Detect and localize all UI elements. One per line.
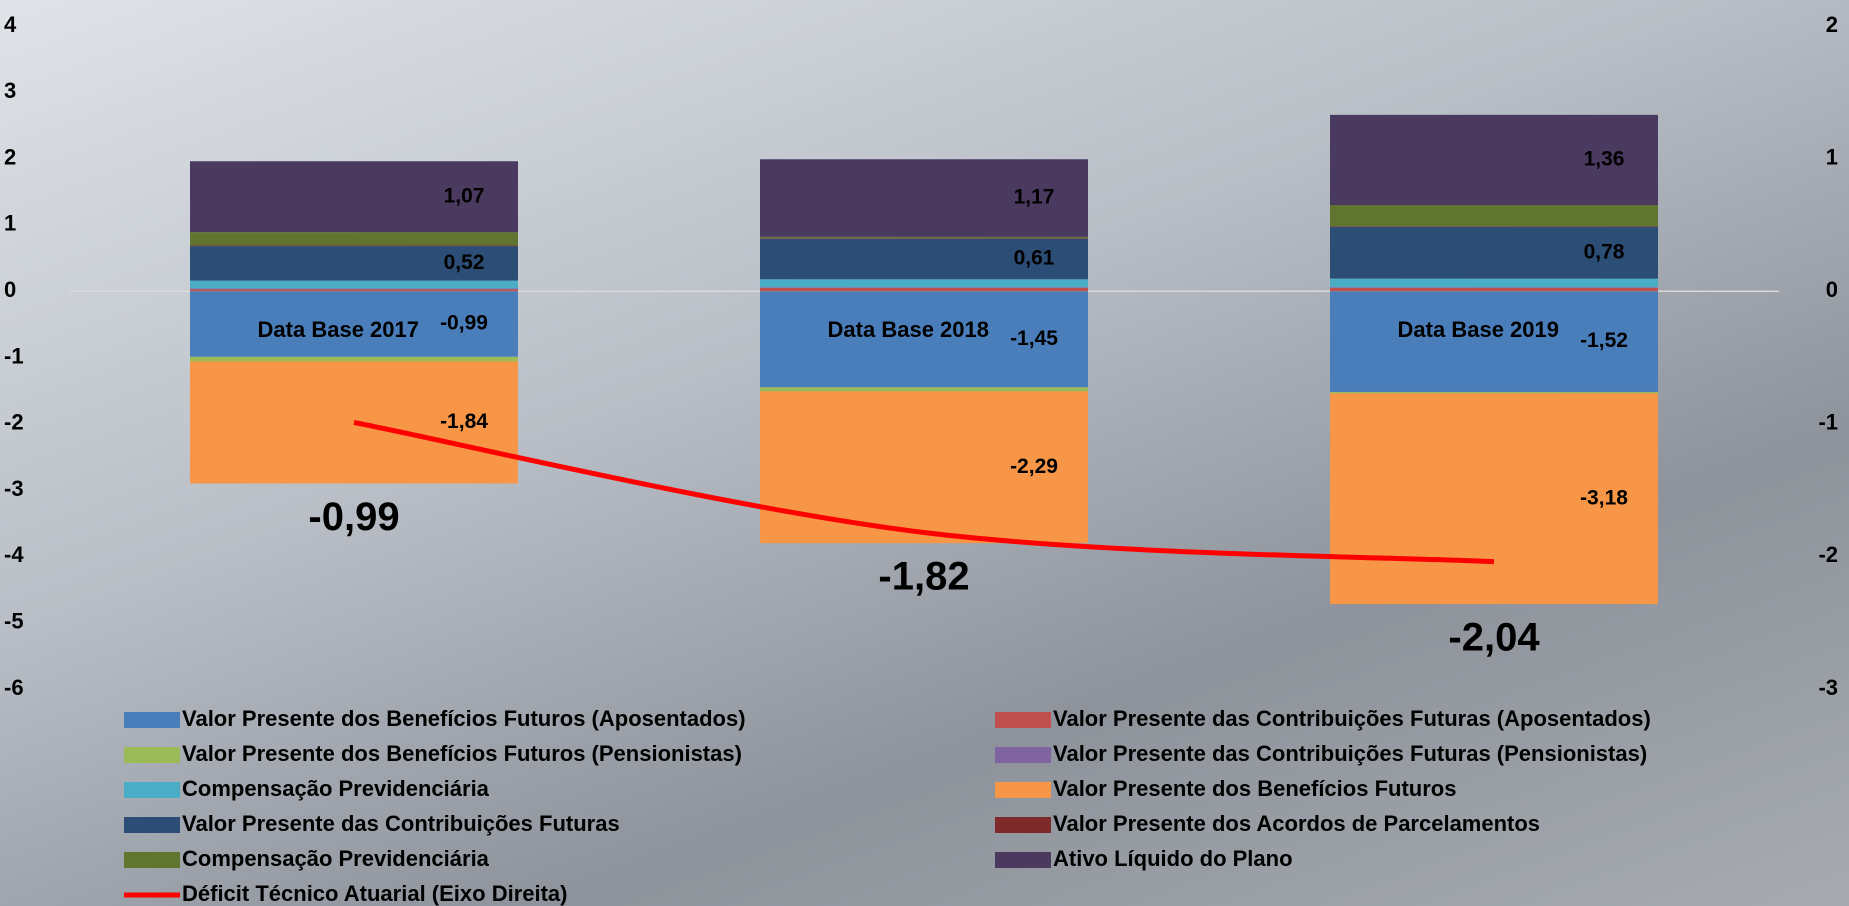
legend-label: Valor Presente das Contribuições Futuras… xyxy=(1053,706,1651,731)
legend-label: Valor Presente dos Acordos de Parcelamen… xyxy=(1053,811,1540,836)
legend-label: Déficit Técnico Atuarial (Eixo Direita) xyxy=(182,881,568,906)
y2-tick-label: -2 xyxy=(1818,542,1838,567)
bar-segment xyxy=(1330,205,1658,226)
y2-tick-label: 0 xyxy=(1826,277,1838,302)
bar-segment xyxy=(190,289,518,291)
bar-segment xyxy=(760,287,1088,288)
legend-swatch xyxy=(995,712,1051,728)
bar-segment xyxy=(190,245,518,246)
y-tick-label: -2 xyxy=(4,410,24,435)
bar-segment xyxy=(760,387,1088,391)
legend-label: Compensação Previdenciária xyxy=(182,776,490,801)
bar-segment xyxy=(760,279,1088,287)
y-tick-label: -4 xyxy=(4,542,24,567)
data-label: -1,84 xyxy=(440,410,488,433)
bar-segment xyxy=(760,288,1088,291)
y-tick-label: -3 xyxy=(4,476,24,501)
legend-label: Valor Presente dos Benefícios Futuros (P… xyxy=(182,741,742,766)
bar-segment xyxy=(1330,279,1658,288)
legend-swatch xyxy=(995,852,1051,868)
bar-segment xyxy=(1330,226,1658,227)
data-label: 0,61 xyxy=(1014,247,1055,270)
y-tick-label: 1 xyxy=(4,211,16,236)
legend-swatch xyxy=(124,852,180,868)
bar-segment xyxy=(190,232,518,245)
legend-swatch xyxy=(995,782,1051,798)
y-tick-label: 4 xyxy=(4,12,17,37)
bar-segment xyxy=(1330,287,1658,288)
data-label: -3,18 xyxy=(1580,486,1628,509)
bar-segment xyxy=(190,289,518,290)
y-tick-label: 0 xyxy=(4,277,16,302)
y-tick-label: 3 xyxy=(4,78,16,103)
data-label: 1,07 xyxy=(444,184,485,207)
legend-label: Ativo Líquido do Plano xyxy=(1053,846,1293,871)
legend-swatch xyxy=(124,782,180,798)
legend-swatch xyxy=(995,817,1051,833)
line-label: -1,82 xyxy=(878,555,969,599)
legend-label: Valor Presente das Contribuições Futuras xyxy=(182,811,620,836)
data-label: -0,99 xyxy=(440,312,488,335)
data-label: -2,29 xyxy=(1010,455,1058,478)
category-label: Data Base 2017 xyxy=(258,317,419,342)
data-label: 0,52 xyxy=(444,251,485,274)
data-label: 0,78 xyxy=(1584,240,1625,263)
legend-label: Compensação Previdenciária xyxy=(182,846,490,871)
data-label: 1,17 xyxy=(1014,186,1055,209)
legend-swatch xyxy=(995,747,1051,763)
y2-tick-label: -3 xyxy=(1818,675,1838,700)
y-tick-label: -5 xyxy=(4,609,24,634)
y2-tick-label: 2 xyxy=(1826,12,1838,37)
y2-tick-label: 1 xyxy=(1826,144,1838,169)
legend-swatch xyxy=(124,747,180,763)
chart: 4 3 2 1 0 -1 -2 -3 -4 -5 -6 2 1 0 -1 -2 -3 Data Base 2017… xyxy=(0,0,1849,906)
y-tick-label: -1 xyxy=(4,343,24,368)
category-label: Data Base 2018 xyxy=(828,317,989,342)
data-label: -1,45 xyxy=(1010,327,1058,350)
bar-segment xyxy=(1330,288,1658,291)
page: {"chart_data": {"type": "bar", "categori… xyxy=(0,0,1849,906)
data-label: 1,36 xyxy=(1584,147,1625,170)
y-tick-label: -6 xyxy=(4,675,24,700)
bar-segment xyxy=(760,238,1088,239)
bar-segment xyxy=(190,357,518,362)
y2-tick-label: -1 xyxy=(1818,410,1838,435)
line-label: -2,04 xyxy=(1448,616,1540,660)
legend-label: Valor Presente dos Benefícios Futuros (A… xyxy=(182,706,746,731)
legend-swatch xyxy=(124,712,180,728)
bar-segment xyxy=(1330,392,1658,393)
legend-label: Valor Presente das Contribuições Futuras… xyxy=(1053,741,1647,766)
bar-segment xyxy=(190,281,518,289)
line-label: -0,99 xyxy=(308,495,399,539)
data-label: -1,52 xyxy=(1580,329,1628,352)
category-label: Data Base 2019 xyxy=(1398,317,1559,342)
legend-swatch xyxy=(124,817,180,833)
bar-segment xyxy=(760,237,1088,238)
y-tick-label: 2 xyxy=(4,144,16,169)
legend-label: Valor Presente dos Benefícios Futuros xyxy=(1053,776,1456,801)
